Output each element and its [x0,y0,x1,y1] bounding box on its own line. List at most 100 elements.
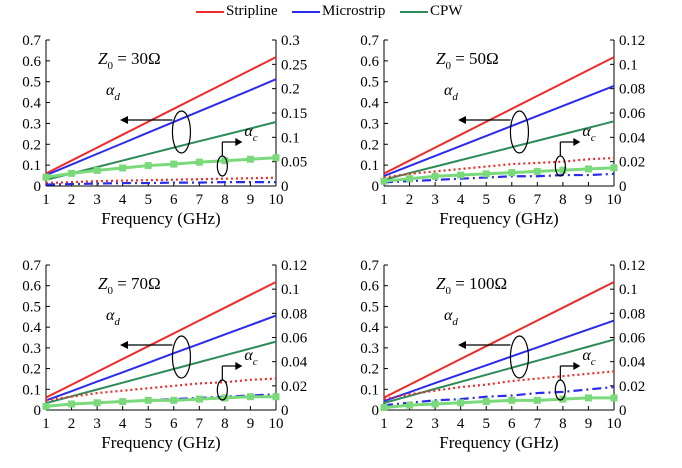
right-tick-label: 0.12 [281,258,307,274]
x-tick-label: 3 [431,416,439,432]
x-tick-label: 5 [144,192,152,208]
data-point-marker [195,395,203,403]
right-tick-label: 0.08 [619,82,645,98]
data-point-marker [246,393,254,401]
x-tick-label: 3 [431,192,439,208]
data-point-marker [508,169,516,177]
right-tick-label: 0.06 [281,331,308,347]
data-point-marker [119,164,127,172]
left-tick-label: 0.6 [360,54,379,70]
left-tick-label: 0.4 [22,96,41,112]
data-point-marker [144,396,152,404]
left-tick-label: 0 [372,179,380,195]
x-tick-label: 5 [482,192,490,208]
alpha-d-label: αd [444,82,458,103]
data-point-marker [610,394,618,402]
alpha-d-subscript: d [452,316,458,328]
x-axis-label: Frequency (GHz) [101,209,220,228]
x-tick-label: 1 [380,192,388,208]
alpha-c-arrowhead [235,138,243,146]
left-tick-label: 0.7 [22,33,41,49]
legend-label-stripline: Stripline [226,3,278,19]
left-tick-label: 0 [372,403,380,419]
series-alpha_d-stripline [45,281,277,399]
alpha-c-arrowhead [573,138,581,146]
series-alpha_d-stripline [383,281,615,399]
x-tick-label: 7 [196,192,204,208]
left-tick-label: 0.6 [360,279,379,295]
x-tick-label: 10 [269,416,284,432]
series-alpha_d-cpw [45,120,277,181]
x-tick-label: 1 [42,192,50,208]
left-tick-label: 0.3 [360,341,379,357]
series-alpha_d-microstrip [45,78,277,177]
right-tick-label: 0.3 [281,33,300,49]
alpha-d-label: αd [106,307,120,328]
right-tick-label: 0 [619,179,627,195]
series-alpha_d-cpw [383,120,615,181]
data-point-marker [482,398,490,406]
left-tick-label: 0.2 [22,137,41,153]
data-point-marker [68,400,76,408]
left-tick-label: 0.3 [22,341,41,357]
impedance-label: Z0 = 30Ω [98,49,161,72]
data-point-marker [42,402,50,410]
x-tick-label: 6 [508,416,516,432]
series-alpha_c-cpw [45,395,276,408]
legend-swatch-cpw [400,11,428,13]
left-tick-label: 0.7 [360,258,379,274]
impedance-label: Z0 = 70Ω [98,274,161,297]
left-tick-label: 0.1 [22,158,41,174]
impedance-label: Z0 = 50Ω [436,49,499,72]
data-point-marker [272,154,280,162]
chart-panel-2: 0 0.1 0.2 0.3 0.4 0.5 0.6 0.7 0 0.02 0.04 0.06 0.08 0… [360,33,646,228]
impedance-subscript: 0 [107,285,113,297]
alpha-d-arrowhead [458,341,466,349]
x-axis-label: Frequency (GHz) [101,433,220,452]
left-tick-label: 0.1 [360,382,379,398]
right-tick-label: 0 [281,179,289,195]
series-alpha_d-stripline [383,56,615,175]
right-tick-label: 0.06 [619,106,646,122]
series-alpha_c-cpw [383,396,614,410]
legend-label-microstrip: Microstrip [322,3,386,19]
right-tick-label: 0 [281,403,289,419]
x-tick-label: 7 [534,416,542,432]
x-tick-label: 9 [585,192,593,208]
left-tick-label: 0.5 [360,75,379,91]
right-tick-label: 0.1 [281,282,300,298]
x-tick-label: 2 [406,192,414,208]
data-point-marker [584,165,592,173]
x-tick-label: 9 [247,416,255,432]
right-tick-label: 0.02 [619,379,645,395]
alpha-c-label: αc [582,347,595,368]
alpha-d-subscript: d [114,316,120,328]
x-tick-label: 5 [482,416,490,432]
data-point-marker [144,162,152,170]
data-point-marker [93,166,101,174]
alpha-c-label: αc [244,347,257,368]
impedance-label: Z0 = 100Ω [436,274,507,297]
x-tick-label: 4 [119,192,127,208]
alpha-d-ellipse [509,335,530,379]
series-alpha_d-stripline [45,56,277,175]
alpha-d-arrowhead [458,116,466,124]
x-tick-label: 4 [119,416,127,432]
data-point-marker [508,396,516,404]
series-alpha_c-cpw [45,156,277,179]
right-tick-label: 0.1 [619,282,638,298]
data-point-marker [380,404,388,412]
right-tick-label: 0.04 [619,130,646,146]
x-tick-label: 4 [457,192,465,208]
alpha-c-subscript: c [591,356,596,368]
x-tick-label: 3 [93,416,101,432]
series-alpha_c-microstrip [383,385,615,407]
x-tick-label: 10 [269,192,284,208]
data-point-marker [42,173,50,181]
x-axis-label: Frequency (GHz) [439,209,558,228]
x-tick-label: 8 [221,192,229,208]
right-tick-label: 0.1 [619,57,638,73]
impedance-value: = 50Ω [451,49,499,68]
data-point-marker [246,155,254,163]
impedance-value: = 100Ω [451,274,507,293]
